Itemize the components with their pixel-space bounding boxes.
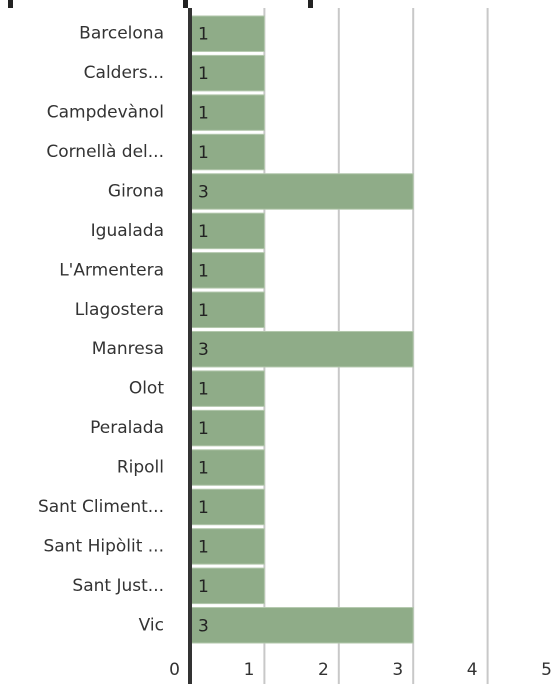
value-label: 1 (198, 222, 209, 242)
value-label: 1 (198, 498, 209, 518)
y-tick-label: Campdevànol (47, 103, 164, 123)
y-tick-label: Olot (129, 379, 165, 399)
y-tick-label: Vic (139, 615, 164, 635)
bar (189, 409, 265, 447)
value-label: 1 (198, 577, 209, 597)
y-tick-label: Calders... (84, 63, 164, 83)
value-label: 3 (198, 616, 209, 636)
value-label: 1 (198, 459, 209, 479)
x-tick-label: 3 (392, 660, 403, 680)
y-tick-label: Peralada (90, 418, 164, 438)
value-label: 3 (198, 340, 209, 360)
y-tick-label: Sant Hipòlit ... (44, 536, 164, 556)
decoration (8, 0, 13, 8)
y-tick-label: Cornellà del... (46, 142, 164, 162)
bar (189, 54, 265, 92)
y-tick-label: Manresa (92, 339, 164, 359)
value-label: 1 (198, 380, 209, 400)
y-tick-label: Llagostera (75, 300, 164, 320)
decoration (308, 0, 313, 8)
decoration (183, 0, 188, 8)
y-tick-label: Girona (108, 181, 164, 201)
bar (189, 370, 265, 407)
value-label: 1 (198, 301, 209, 321)
bar (189, 449, 265, 486)
y-tick-label: Sant Climent... (38, 497, 164, 517)
value-label: 1 (198, 143, 209, 163)
bar (189, 173, 414, 210)
y-tick-label: Sant Just... (72, 576, 164, 596)
bar (189, 330, 414, 368)
value-label: 1 (198, 64, 209, 84)
x-tick-label: 0 (169, 660, 180, 680)
y-tick-label: Igualada (91, 221, 164, 241)
value-label: 1 (198, 261, 209, 281)
value-label: 1 (198, 104, 209, 124)
x-tick-label: 5 (541, 660, 552, 680)
bar (189, 291, 265, 329)
y-tick-label: Barcelona (79, 24, 164, 44)
bar (189, 607, 414, 644)
bar (189, 528, 265, 565)
x-tick-label: 1 (244, 660, 255, 680)
y-tick-label: L'Armentera (59, 260, 164, 280)
value-label: 3 (198, 182, 209, 202)
value-label: 1 (198, 25, 209, 45)
bar (189, 567, 265, 605)
y-tick-label: Ripoll (117, 458, 164, 478)
bar (189, 15, 265, 52)
x-tick-label: 2 (318, 660, 329, 680)
x-tick-label: 4 (467, 660, 478, 680)
bar (189, 94, 265, 131)
value-label: 1 (198, 419, 209, 439)
value-label: 1 (198, 537, 209, 557)
